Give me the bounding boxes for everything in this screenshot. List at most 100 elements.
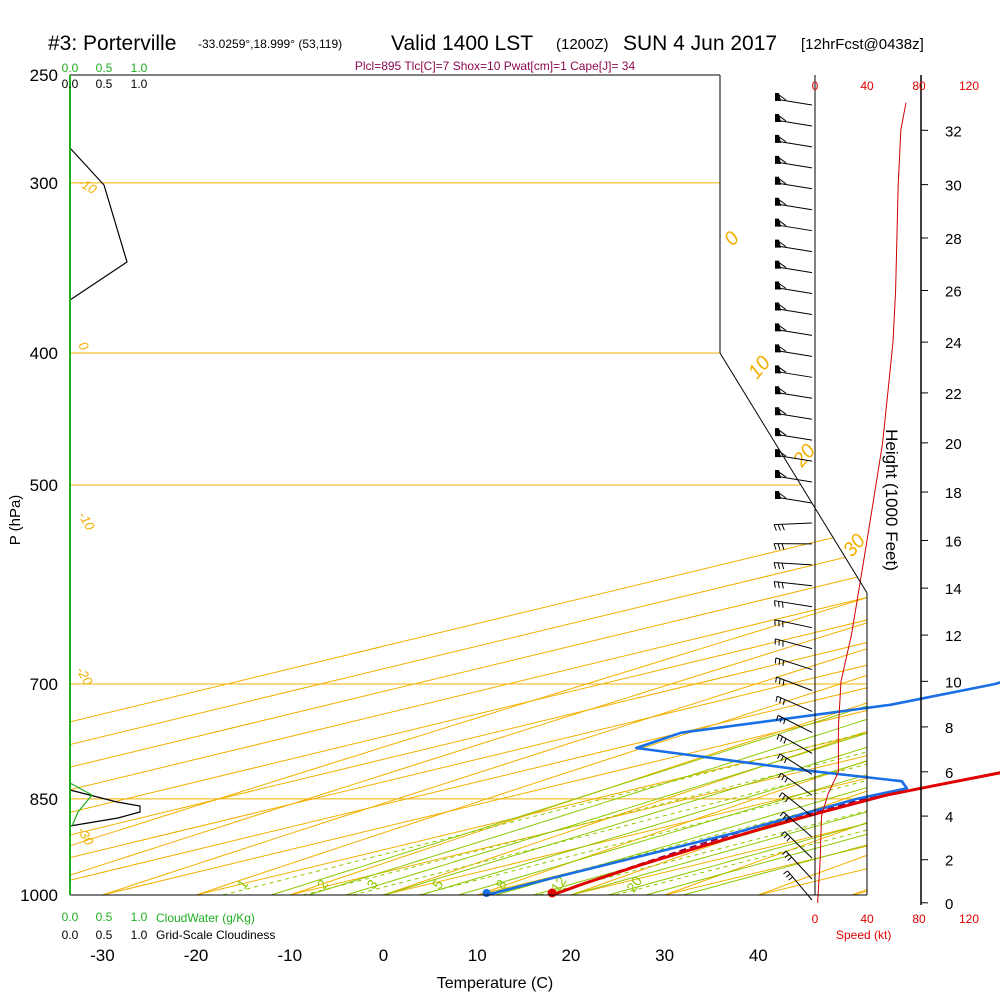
wind-barb [774, 176, 813, 190]
height-tick-label: 12 [945, 628, 962, 645]
wind-barb [777, 753, 813, 775]
surface-temperature-marker [547, 888, 557, 898]
temperature-tick-label: 0 [379, 946, 388, 965]
wind-barb [774, 449, 813, 462]
pressure-tick-label: 1000 [20, 886, 58, 905]
pressure-tick-label: 850 [30, 790, 58, 809]
height-tick-label: 0 [945, 896, 953, 913]
wind-barb [774, 470, 813, 483]
temperature-tick-label: 40 [749, 946, 768, 965]
isotherm-line [195, 75, 867, 895]
height-axis-title: Height (1000 Feet) [882, 429, 901, 571]
wind-barb [773, 581, 813, 589]
wind-barb [781, 850, 813, 880]
cloudwater-tick-label: 0.5 [96, 910, 113, 924]
dry-adiabat-line [102, 75, 867, 895]
height-tick-label: 14 [945, 581, 962, 598]
valid-date: SUN 4 Jun 2017 [623, 32, 777, 55]
height-tick-label: 20 [945, 436, 962, 453]
y-axis-title: P (hPa) [7, 495, 24, 546]
dry-adiabat-line [289, 75, 867, 895]
moist-adiabat-line [308, 201, 867, 895]
moist-adiabat-line [345, 152, 867, 895]
temperature-tick-label: -20 [184, 946, 209, 965]
wind-barb [776, 734, 813, 754]
temperature-tick-label: 10 [468, 946, 487, 965]
wind-barb [774, 407, 813, 420]
wind-barb [780, 831, 813, 859]
height-tick-label: 6 [945, 765, 953, 782]
moist-adiabat-line [270, 238, 867, 895]
wind-barb [775, 695, 813, 712]
wind-barb [774, 260, 813, 274]
isotherm-line [70, 75, 867, 895]
wind-barb [777, 772, 813, 796]
height-tick-label: 28 [945, 231, 962, 248]
cloudiness-label: Grid-Scale Cloudiness [156, 928, 275, 942]
moist-adiabat-line [458, 75, 867, 895]
wind-barb [779, 811, 813, 838]
wind-barb [774, 365, 813, 378]
moist-adiabat-line [383, 109, 867, 895]
zulu-time: (1200Z) [556, 36, 609, 53]
isotherm-line [289, 75, 867, 895]
temperature-tick-label: 30 [655, 946, 674, 965]
wind-barb [774, 344, 813, 357]
speed-tick-label: 40 [860, 912, 874, 926]
isotherm-line [70, 75, 867, 895]
wind-barb [774, 134, 813, 148]
moist-adiabat-line [495, 75, 867, 895]
pressure-tick-label: 400 [30, 344, 58, 363]
speed-tick-label: 80 [912, 79, 926, 93]
speed-tick-label: 0 [812, 912, 819, 926]
wind-barb [773, 562, 813, 570]
wind-barb [774, 323, 813, 336]
wind-barb [774, 302, 813, 315]
valid-time: Valid 1400 LST [391, 32, 533, 55]
wind-barb [774, 113, 813, 127]
height-tick-label: 30 [945, 178, 962, 195]
station-coords: -33.0259°,18.999° (53,119) [198, 37, 342, 51]
wind-barb [775, 714, 813, 733]
speed-tick-label: 40 [860, 79, 874, 93]
surface-dewpoint-marker [482, 889, 491, 897]
isotherm-line [70, 75, 867, 895]
temperature-tick-label: 20 [561, 946, 580, 965]
cloudiness-tick-label: 0.5 [96, 77, 113, 91]
height-tick-label: 32 [945, 123, 962, 140]
cloudwater-label: CloudWater (g/Kg) [156, 911, 255, 925]
height-tick-label: 26 [945, 284, 962, 301]
forecast-info: [12hrFcst@0438z] [801, 36, 924, 53]
height-tick-label: 18 [945, 485, 962, 502]
cloudwater-tick-label: 0.0 [62, 910, 79, 924]
wind-barb [774, 657, 813, 671]
x-axis-title: Temperature (C) [437, 975, 553, 992]
wind-barb [773, 543, 813, 550]
dry-adiabat-line [195, 75, 867, 895]
height-tick-label: 16 [945, 533, 962, 550]
diagonal-border [719, 352, 868, 594]
isotherm-line [102, 75, 867, 895]
wind-barb [774, 218, 813, 232]
cloudiness-tick-label: 0.5 [96, 928, 113, 942]
wind-barb [778, 792, 813, 817]
temperature-tick-label: -30 [90, 946, 115, 965]
isotherm-line [70, 75, 867, 895]
speed-tick-label: 120 [959, 912, 979, 926]
wind-barb [774, 239, 813, 253]
moist-adiabat-line [570, 75, 867, 895]
wind-barb [775, 676, 813, 691]
wind-barb [774, 491, 813, 504]
dry-adiabat-line [70, 75, 867, 895]
pressure-tick-label: 700 [30, 675, 58, 694]
speed-axis-title: Speed (kt) [836, 928, 891, 942]
cloudwater-tick-label: 1.0 [131, 910, 148, 924]
isotherm-line [70, 75, 867, 895]
cloudiness-tick-label: 0.0 [62, 928, 79, 942]
isotherm-line [70, 75, 867, 895]
wind-barb [773, 600, 813, 608]
pressure-tick-label: 500 [30, 476, 58, 495]
cloudwater-tick-label: 0.0 [62, 61, 79, 75]
cloudiness-profile [69, 147, 128, 301]
